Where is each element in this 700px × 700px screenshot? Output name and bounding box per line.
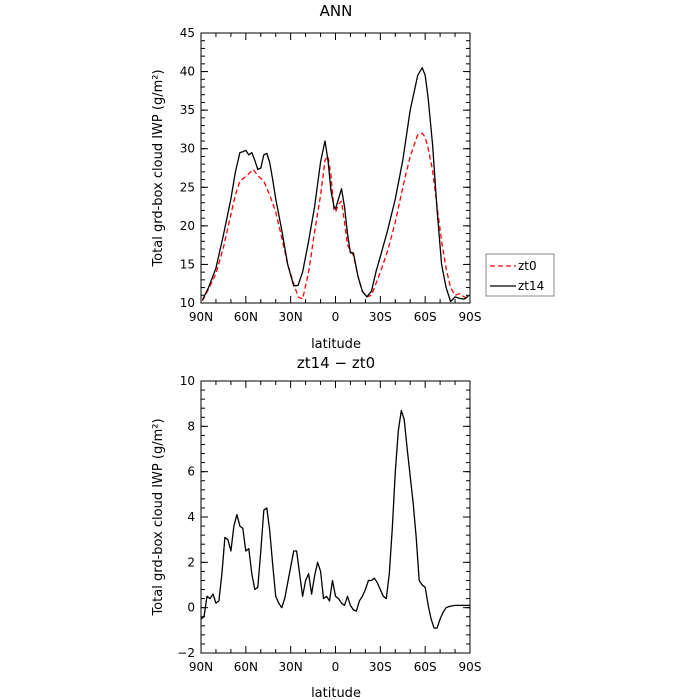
y-tick-label: 10 [180,296,195,310]
y-tick-label: 45 [180,26,195,40]
x-tick-label: 30S [369,310,392,324]
bottom-panel: zt14 − zt0 90N 60N 30N 0 30S 60S 90S−20246810 … [151,354,481,700]
x-tick-label: 30S [369,660,392,674]
y-tick-label: 20 [180,219,195,233]
y-tick-label: 40 [180,65,195,79]
bottom-panel-ylabel: Total grd-box cloud IWP (g/m²) [151,418,166,616]
y-tick-label: 35 [180,103,195,117]
y-tick-label: 15 [180,257,195,271]
series-line-diff [200,409,470,629]
x-tick-label: 30N [279,660,303,674]
x-tick-label: 0 [332,310,340,324]
y-tick-label: 25 [180,180,195,194]
x-tick-label: 60N [234,310,258,324]
x-tick-label: 60S [414,660,437,674]
y-tick-label: 10 [180,374,195,388]
x-tick-label: 60N [234,660,258,674]
top-panel-series [201,67,469,303]
y-tick-label: 6 [187,465,195,479]
series-line-zt14 [201,67,469,303]
x-tick-label: 90S [459,310,482,324]
x-tick-label: 90N [189,660,213,674]
x-tick-label: 90S [459,660,482,674]
legend-label-zt0: zt0 [518,259,537,273]
x-tick-label: 30N [279,310,303,324]
series-line-zt0 [201,132,469,301]
top-panel-title: ANN [320,2,353,20]
legend: zt0 zt14 [485,253,555,297]
legend-label-zt14: zt14 [518,279,544,293]
legend-box [485,253,555,297]
y-tick-label: 2 [187,555,195,569]
bottom-panel-ticks: 90N 60N 30N 0 30S 60S 90S −2 0 2 4 6 8 10 [177,374,481,674]
bottom-panel-frame [200,380,471,654]
bottom-panel-title: zt14 − zt0 [297,354,375,372]
x-tick-label: 60S [414,310,437,324]
y-tick-label: −2 [177,646,195,660]
top-panel-frame [200,32,471,304]
top-panel-ylabel: Total grd-box cloud IWP (g/m²) [151,69,166,267]
y-tick-label: 30 [180,142,195,156]
bottom-panel-xlabel: latitude [311,686,361,700]
y-tick-label: 8 [187,419,195,433]
x-tick-label: 0 [332,660,340,674]
y-tick-label: 4 [187,510,195,524]
top-panel-xlabel: latitude [311,337,361,352]
top-panel: ANN 90N 60N 30N 0 30S 60S 90S1015202530354045 … [151,2,555,352]
x-tick-label: 90N [189,310,213,324]
bottom-panel-series [200,409,470,629]
y-tick-label: 0 [187,601,195,615]
